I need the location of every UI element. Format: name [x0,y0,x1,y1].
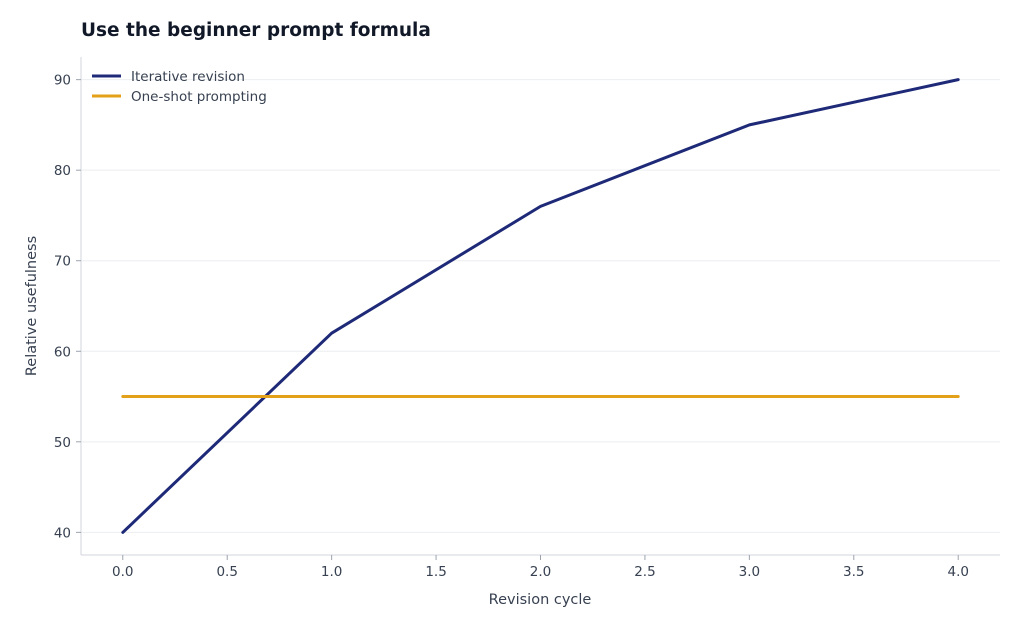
y-tick-label: 90 [54,73,71,89]
y-tick-label: 80 [54,163,71,179]
series-lines [121,78,960,534]
x-tick-label: 2.0 [530,564,551,580]
x-tick-label: 2.5 [634,564,655,580]
axes [80,57,1000,556]
y-ticks: 40 50 60 70 80 90 [54,73,81,541]
series-line-iterative-revision [121,78,960,534]
grid-lines [81,79,1000,533]
x-tick-label: 0.0 [112,564,133,580]
x-ticks: 0.0 0.5 1.0 1.5 2.0 2.5 3.0 3.5 4.0 [112,555,969,580]
x-tick-label: 3.0 [739,564,760,580]
y-tick-label: 40 [54,525,71,541]
legend-label-iterative-revision: Iterative revision [131,69,245,85]
y-tick-label: 50 [54,435,71,451]
x-tick-label: 1.0 [321,564,342,580]
y-tick-label: 60 [54,344,71,360]
chart-title: Use the beginner prompt formula [81,20,431,41]
x-axis-label: Revision cycle [489,592,592,608]
x-tick-label: 0.5 [216,564,237,580]
y-tick-label: 70 [54,254,71,270]
x-tick-label: 3.5 [843,564,864,580]
x-tick-label: 4.0 [947,564,968,580]
y-axis-label: Relative usefulness [24,236,40,376]
x-tick-label: 1.5 [425,564,446,580]
legend: Iterative revision One-shot prompting [92,69,267,105]
legend-label-one-shot-prompting: One-shot prompting [131,89,267,105]
